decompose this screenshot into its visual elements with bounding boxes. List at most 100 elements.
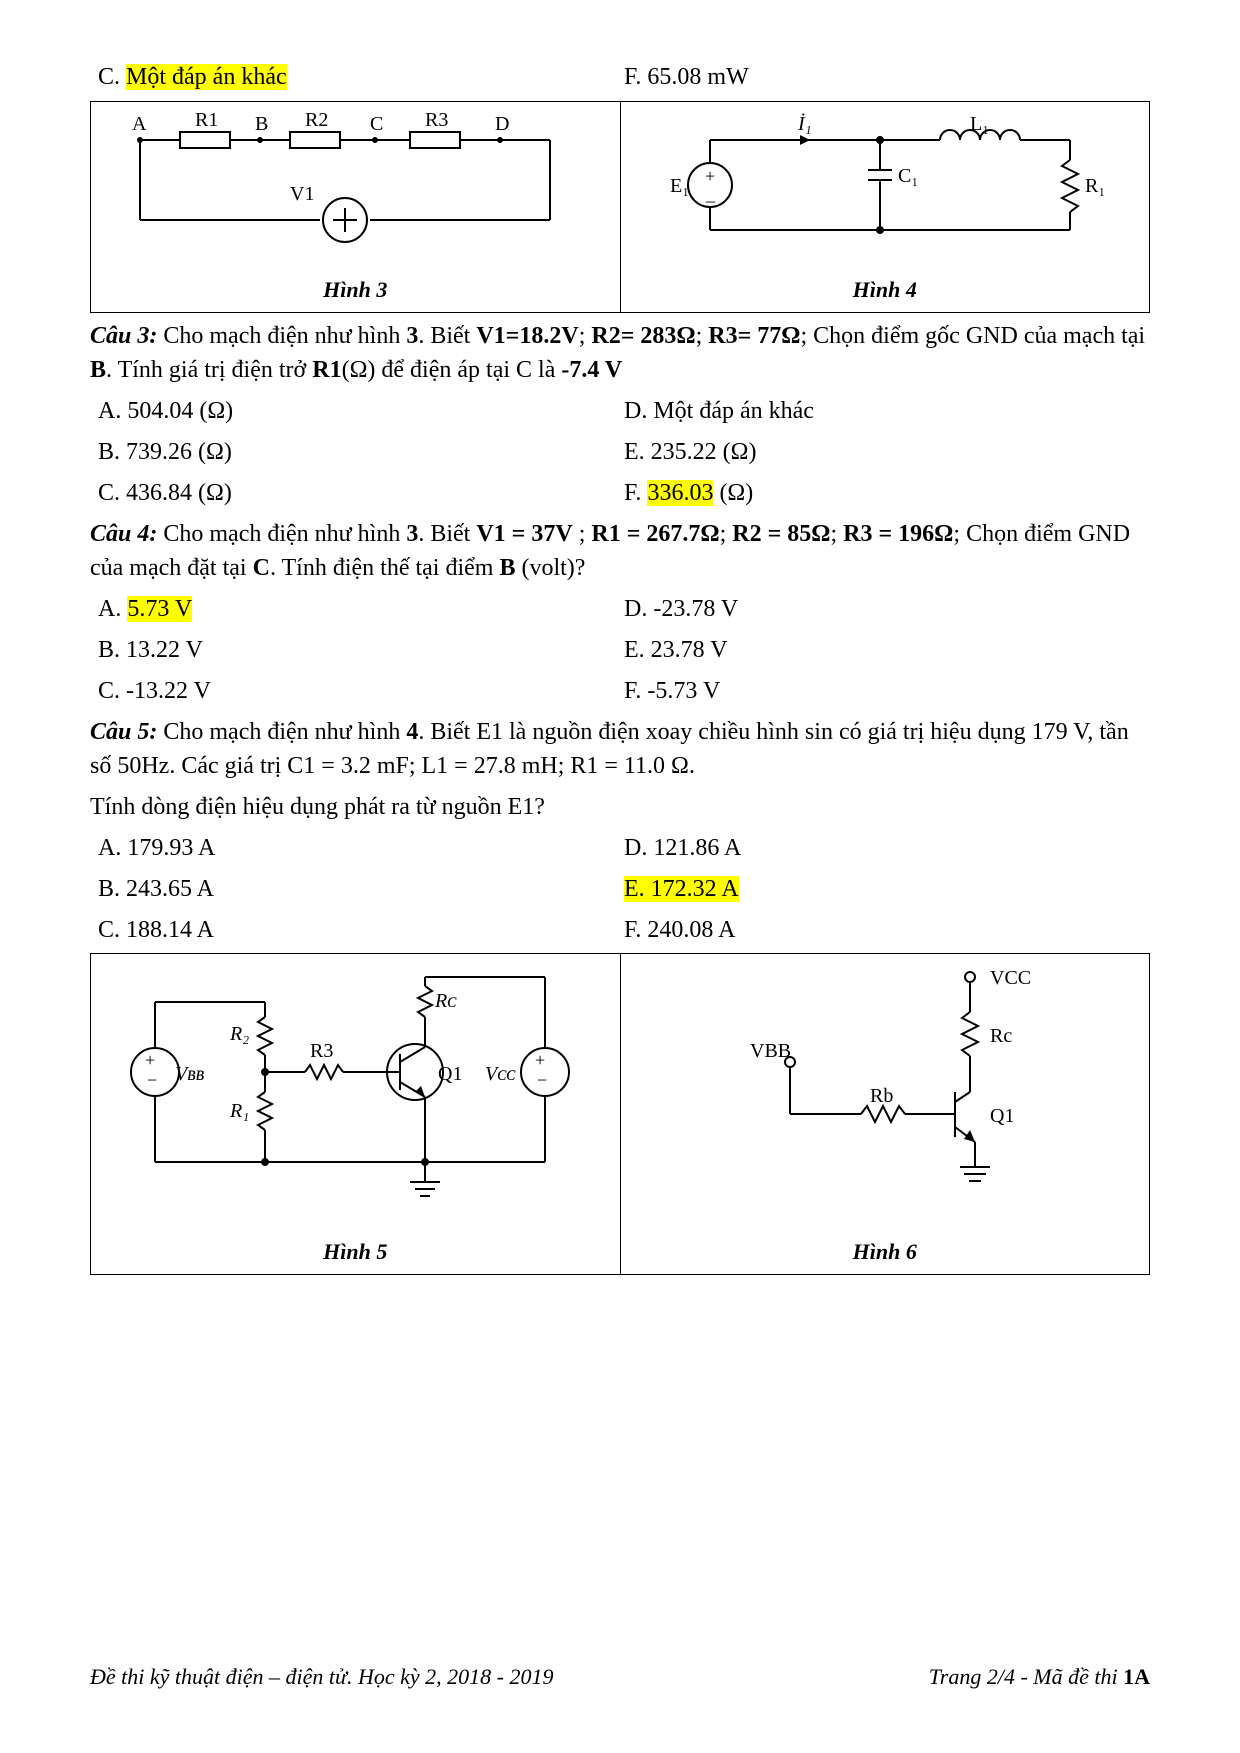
q3-t5: R2= 283Ω — [591, 323, 695, 349]
answer-C-text: Một đáp án khác — [126, 64, 287, 90]
fig3-R3: R3 — [425, 110, 448, 131]
figure-3-cell: A R1 B R2 C R3 D V1 Hình 3 — [91, 101, 621, 312]
fig3-B: B — [255, 113, 268, 135]
fig5-R1: R₁ — [229, 1100, 249, 1122]
q4-t14: (volt)? — [515, 555, 585, 581]
q3-F-suffix: (Ω) — [713, 480, 753, 506]
q3-t3: V1=18.2V — [476, 323, 578, 349]
fig5-VBB: Vʙʙ — [175, 1063, 205, 1085]
answer-C-letter: C. — [98, 64, 126, 90]
q5-E-text: E. 172.32 A — [624, 876, 739, 902]
q5-D: D. 121.86 A — [624, 831, 1150, 866]
q4-t8: ; — [831, 521, 844, 547]
q5-label: Câu 5: — [90, 719, 157, 745]
fig6-VBB: VBB — [750, 1040, 791, 1062]
q3-t9: B — [90, 357, 106, 383]
fig3-R2: R2 — [305, 110, 328, 131]
q4-t5: R1 = 267.7Ω — [591, 521, 719, 547]
q4-E: E. 23.78 V — [624, 633, 1150, 668]
q4-t2: . Biết — [418, 521, 476, 547]
q4-t4: ; — [573, 521, 592, 547]
q5-line2: Tính dòng điện hiệu dụng phát ra từ nguồ… — [90, 790, 1150, 825]
fig5-RC: Rᴄ — [434, 990, 457, 1012]
figure-5-cell: + − + − R₂ R₁ R3 Rᴄ Q1 Vʙʙ Vᴄᴄ — [91, 954, 621, 1275]
footer-right: Trang 2/4 - Mã đề thi 1A — [929, 1661, 1150, 1693]
question-3: Câu 3: Cho mạch điện như hình 3. Biết V1… — [90, 319, 1150, 389]
svg-text:+: + — [705, 166, 715, 186]
fig5-R3: R3 — [310, 1040, 333, 1062]
q5-E: E. 172.32 A — [624, 872, 1150, 907]
figure-4-caption: Hình 4 — [625, 274, 1146, 306]
fig4-E1: E₁ — [670, 175, 689, 197]
fig6-Rc: Rc — [990, 1025, 1012, 1047]
fig6-VCC: VCC — [990, 967, 1031, 989]
figure-6-caption: Hình 6 — [625, 1236, 1146, 1268]
q5-A: A. 179.93 A — [90, 831, 624, 866]
footer-right-plain: Trang 2/4 - Mã đề thi — [929, 1664, 1123, 1689]
fig4-I1: İ₁ — [797, 112, 812, 135]
q4-t7: R2 = 85Ω — [732, 521, 830, 547]
q4-D: D. -23.78 V — [624, 592, 1150, 627]
q5-figref: 4 — [406, 719, 418, 745]
q4-t9: R3 = 196Ω — [843, 521, 953, 547]
q3-D: D. Một đáp án khác — [624, 394, 1150, 429]
q4-t0: Cho mạch điện như hình — [157, 521, 406, 547]
q3-B: B. 739.26 (Ω) — [90, 435, 624, 470]
q5-F: F. 240.08 A — [624, 913, 1150, 948]
fig3-A: A — [132, 113, 147, 135]
q4-A-letter: A. — [98, 596, 127, 622]
figure-table-3-4: A R1 B R2 C R3 D V1 Hình 3 — [90, 101, 1150, 313]
svg-text:+: + — [535, 1050, 545, 1070]
svg-text:+: + — [145, 1050, 155, 1070]
q4-t12: . Tính điện thế tại điểm — [270, 555, 500, 581]
q3-F-val: 336.03 — [647, 480, 713, 506]
exam-page: C. Một đáp án khác F. 65.08 mW — [0, 0, 1240, 1753]
footer-left: Đề thi kỹ thuật điện – điện tử. Học kỳ 2… — [90, 1661, 554, 1693]
fig3-C: C — [370, 113, 383, 135]
fig4-R1: R₁ — [1085, 175, 1105, 197]
footer-right-bold: 1A — [1123, 1664, 1150, 1689]
q5-l1: Cho mạch điện như hình — [157, 719, 406, 745]
q4-label: Câu 4: — [90, 521, 157, 547]
figure-5-caption: Hình 5 — [95, 1236, 616, 1268]
q3-t11: R1 — [312, 357, 341, 383]
q4-t11: C — [253, 555, 270, 581]
q5-B: B. 243.65 A — [90, 872, 624, 907]
q4-t6: ; — [720, 521, 733, 547]
q3-label: Câu 3: — [90, 323, 157, 349]
q4-F: F. -5.73 V — [624, 674, 1150, 709]
fig4-L1: L₁ — [970, 113, 989, 135]
fig3-D: D — [495, 113, 509, 135]
q3-t13: -7.4 V — [561, 357, 622, 383]
answer-F-text: F. 65.08 mW — [624, 64, 749, 90]
fig5-VCC: Vᴄᴄ — [485, 1063, 516, 1085]
q3-A: A. 504.04 (Ω) — [90, 394, 624, 429]
q4-t13: B — [499, 555, 515, 581]
figure-5-svg: + − + − R₂ R₁ R3 Rᴄ Q1 Vʙʙ Vᴄᴄ — [105, 962, 605, 1232]
svg-text:_: _ — [705, 184, 716, 204]
fig6-Q1: Q1 — [990, 1105, 1014, 1127]
figure-3-svg: A R1 B R2 C R3 D V1 — [120, 110, 590, 270]
top-answer-row: C. Một đáp án khác F. 65.08 mW — [90, 60, 1150, 95]
svg-text:−: − — [537, 1070, 547, 1090]
q3-F: F. 336.03 (Ω) — [624, 476, 1150, 511]
fig3-R1: R1 — [195, 110, 218, 131]
q3-C: C. 436.84 (Ω) — [90, 476, 624, 511]
fig4-C1: C₁ — [898, 165, 918, 187]
fig5-Q1: Q1 — [438, 1063, 462, 1085]
figure-6-cell: VCC Rc Q1 Rb VBB Hình 6 — [620, 954, 1150, 1275]
q3-t4: ; — [579, 323, 592, 349]
svg-text:−: − — [147, 1070, 157, 1090]
q4-A: A. 5.73 V — [90, 592, 624, 627]
q5-C: C. 188.14 A — [90, 913, 624, 948]
question-5: Câu 5: Cho mạch điện như hình 4. Biết E1… — [90, 715, 1150, 785]
q3-E: E. 235.22 (Ω) — [624, 435, 1150, 470]
figure-4-cell: + _ — [620, 101, 1150, 312]
q4-t3: V1 = 37V — [476, 521, 572, 547]
fig3-V1: V1 — [290, 183, 314, 205]
q4-t1: 3 — [406, 521, 418, 547]
q3-t8: ; Chọn điểm gốc GND của mạch tại — [801, 323, 1146, 349]
question-4: Câu 4: Cho mạch điện như hình 3. Biết V1… — [90, 517, 1150, 587]
figure-6-svg: VCC Rc Q1 Rb VBB — [670, 962, 1100, 1232]
q4-C: C. -13.22 V — [90, 674, 624, 709]
